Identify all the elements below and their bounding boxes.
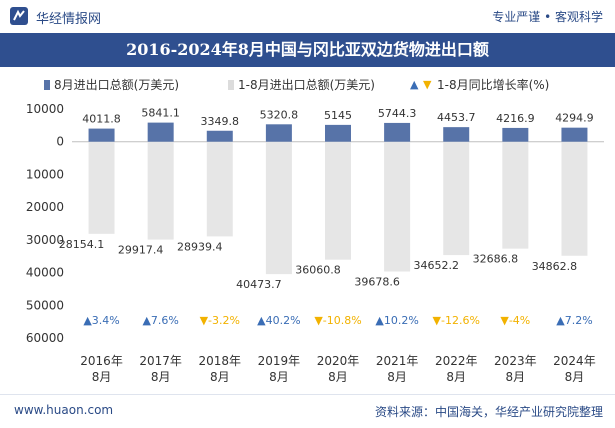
monthly-bar [443, 127, 470, 142]
site-url[interactable]: www.huaon.com [14, 403, 114, 417]
x-category-label: 8月 [210, 370, 230, 384]
monthly-bar [502, 127, 529, 142]
cumulative-bar [147, 141, 174, 240]
legend-label-monthly: 8月进出口总额(万美元) [54, 78, 179, 92]
chart-legend: 8月进出口总额(万美元) 1-8月进出口总额(万美元) ▲ ▼ 1-8月同比增长… [0, 75, 615, 95]
legend-label-growth: 1-8月同比增长率(%) [437, 78, 550, 92]
y-tick-label: 20000 [26, 200, 64, 214]
x-category-label: 2021年 [376, 354, 419, 368]
monthly-bar [561, 127, 588, 142]
cumulative-bar [265, 141, 292, 275]
x-category-label: 8月 [151, 370, 171, 384]
title-bar: 2016-2024年8月中国与冈比亚双边货物进出口额 [0, 33, 615, 67]
y-tick-label: 40000 [26, 266, 64, 280]
monthly-value-label: 5841.1 [141, 107, 180, 120]
chart-title: 2016-2024年8月中国与冈比亚双边货物进出口额 [126, 40, 489, 59]
x-category-label: 2018年 [199, 354, 242, 368]
monthly-bar [88, 128, 115, 142]
y-tick-label: 0 [56, 135, 64, 149]
x-category-label: 2017年 [139, 354, 182, 368]
legend-swatch-monthly [44, 80, 50, 90]
footer: www.huaon.com 资料来源：中国海关，华经产业研究院整理 [0, 394, 615, 428]
monthly-bar [325, 124, 351, 142]
source-note: 资料来源：中国海关，华经产业研究院整理 [374, 405, 603, 419]
x-category-label: 8月 [269, 370, 289, 384]
cumulative-value-label: 34652.2 [413, 259, 459, 272]
monthly-value-label: 4294.9 [555, 112, 594, 125]
monthly-value-label: 4011.8 [82, 113, 121, 126]
x-category-label: 8月 [92, 370, 112, 384]
cumulative-value-label: 29917.4 [118, 244, 164, 257]
growth-rate-label: ▼-10.8% [314, 314, 361, 327]
x-category-label: 2019年 [258, 354, 301, 368]
x-category-label: 2023年 [494, 354, 537, 368]
brand-name[interactable]: 华经情报网 [36, 12, 102, 27]
monthly-bar [265, 124, 292, 142]
cumulative-bar [206, 141, 233, 237]
cumulative-value-label: 36060.8 [295, 264, 341, 277]
up-triangle-icon: ▲ [410, 78, 419, 91]
monthly-value-label: 5145 [324, 109, 352, 122]
x-category-label: 2024年 [553, 354, 596, 368]
x-category-label: 8月 [328, 370, 348, 384]
monthly-value-label: 4216.9 [496, 112, 535, 125]
y-tick-label: 10000 [26, 102, 64, 116]
x-category-label: 8月 [387, 370, 407, 384]
x-category-label: 8月 [446, 370, 466, 384]
cumulative-value-label: 39678.6 [354, 276, 400, 289]
monthly-value-label: 5744.3 [378, 107, 417, 120]
cumulative-bar [443, 141, 470, 256]
cumulative-bar [502, 141, 529, 249]
monthly-value-label: 3349.8 [201, 115, 240, 128]
x-category-label: 2022年 [435, 354, 478, 368]
monthly-bar [384, 122, 411, 142]
monthly-bar [206, 130, 233, 142]
x-category-label: 2016年 [80, 354, 123, 368]
cumulative-value-label: 28154.1 [59, 238, 105, 251]
legend-swatch-cumulative [228, 80, 234, 90]
cumulative-value-label: 40473.7 [236, 278, 282, 291]
growth-rate-label: ▲10.2% [375, 314, 418, 327]
cumulative-bar [561, 141, 588, 256]
growth-rate-label: ▼-12.6% [433, 314, 480, 327]
cumulative-value-label: 34862.8 [532, 260, 578, 273]
x-category-label: 2020年 [317, 354, 360, 368]
y-tick-label: 30000 [26, 233, 64, 247]
x-category-label: 8月 [506, 370, 526, 384]
x-category-label: 8月 [565, 370, 585, 384]
growth-rate-label: ▲40.2% [257, 314, 300, 327]
bar-chart: 10000 0 10000 20000 30000 40000 50000 60000 4011… [26, 102, 604, 384]
huajing-logo-icon [10, 7, 28, 25]
cumulative-bar [384, 141, 411, 272]
cumulative-value-label: 28939.4 [177, 240, 223, 253]
legend-label-cumulative: 1-8月进出口总额(万美元) [238, 78, 375, 92]
top-bar: 华经情报网 专业严谨 • 客观科学 [0, 0, 615, 33]
monthly-value-label: 4453.7 [437, 111, 476, 124]
growth-rate-label: ▲7.6% [142, 314, 178, 327]
cumulative-bar [325, 141, 351, 260]
y-tick-label: 10000 [26, 167, 64, 181]
cumulative-bar [88, 141, 115, 234]
cumulative-value-label: 32686.8 [473, 253, 519, 266]
tagline: 专业严谨 • 客观科学 [492, 10, 603, 24]
monthly-value-label: 5320.8 [260, 108, 299, 121]
growth-rate-label: ▲7.2% [556, 314, 592, 327]
down-triangle-icon: ▼ [423, 78, 432, 91]
growth-rate-label: ▲3.4% [83, 314, 119, 327]
growth-rate-label: ▼-3.2% [200, 314, 240, 327]
y-tick-label: 50000 [26, 298, 64, 312]
y-tick-label: 60000 [26, 331, 64, 345]
growth-rate-label: ▼-4% [500, 314, 530, 327]
monthly-bar [147, 122, 174, 142]
